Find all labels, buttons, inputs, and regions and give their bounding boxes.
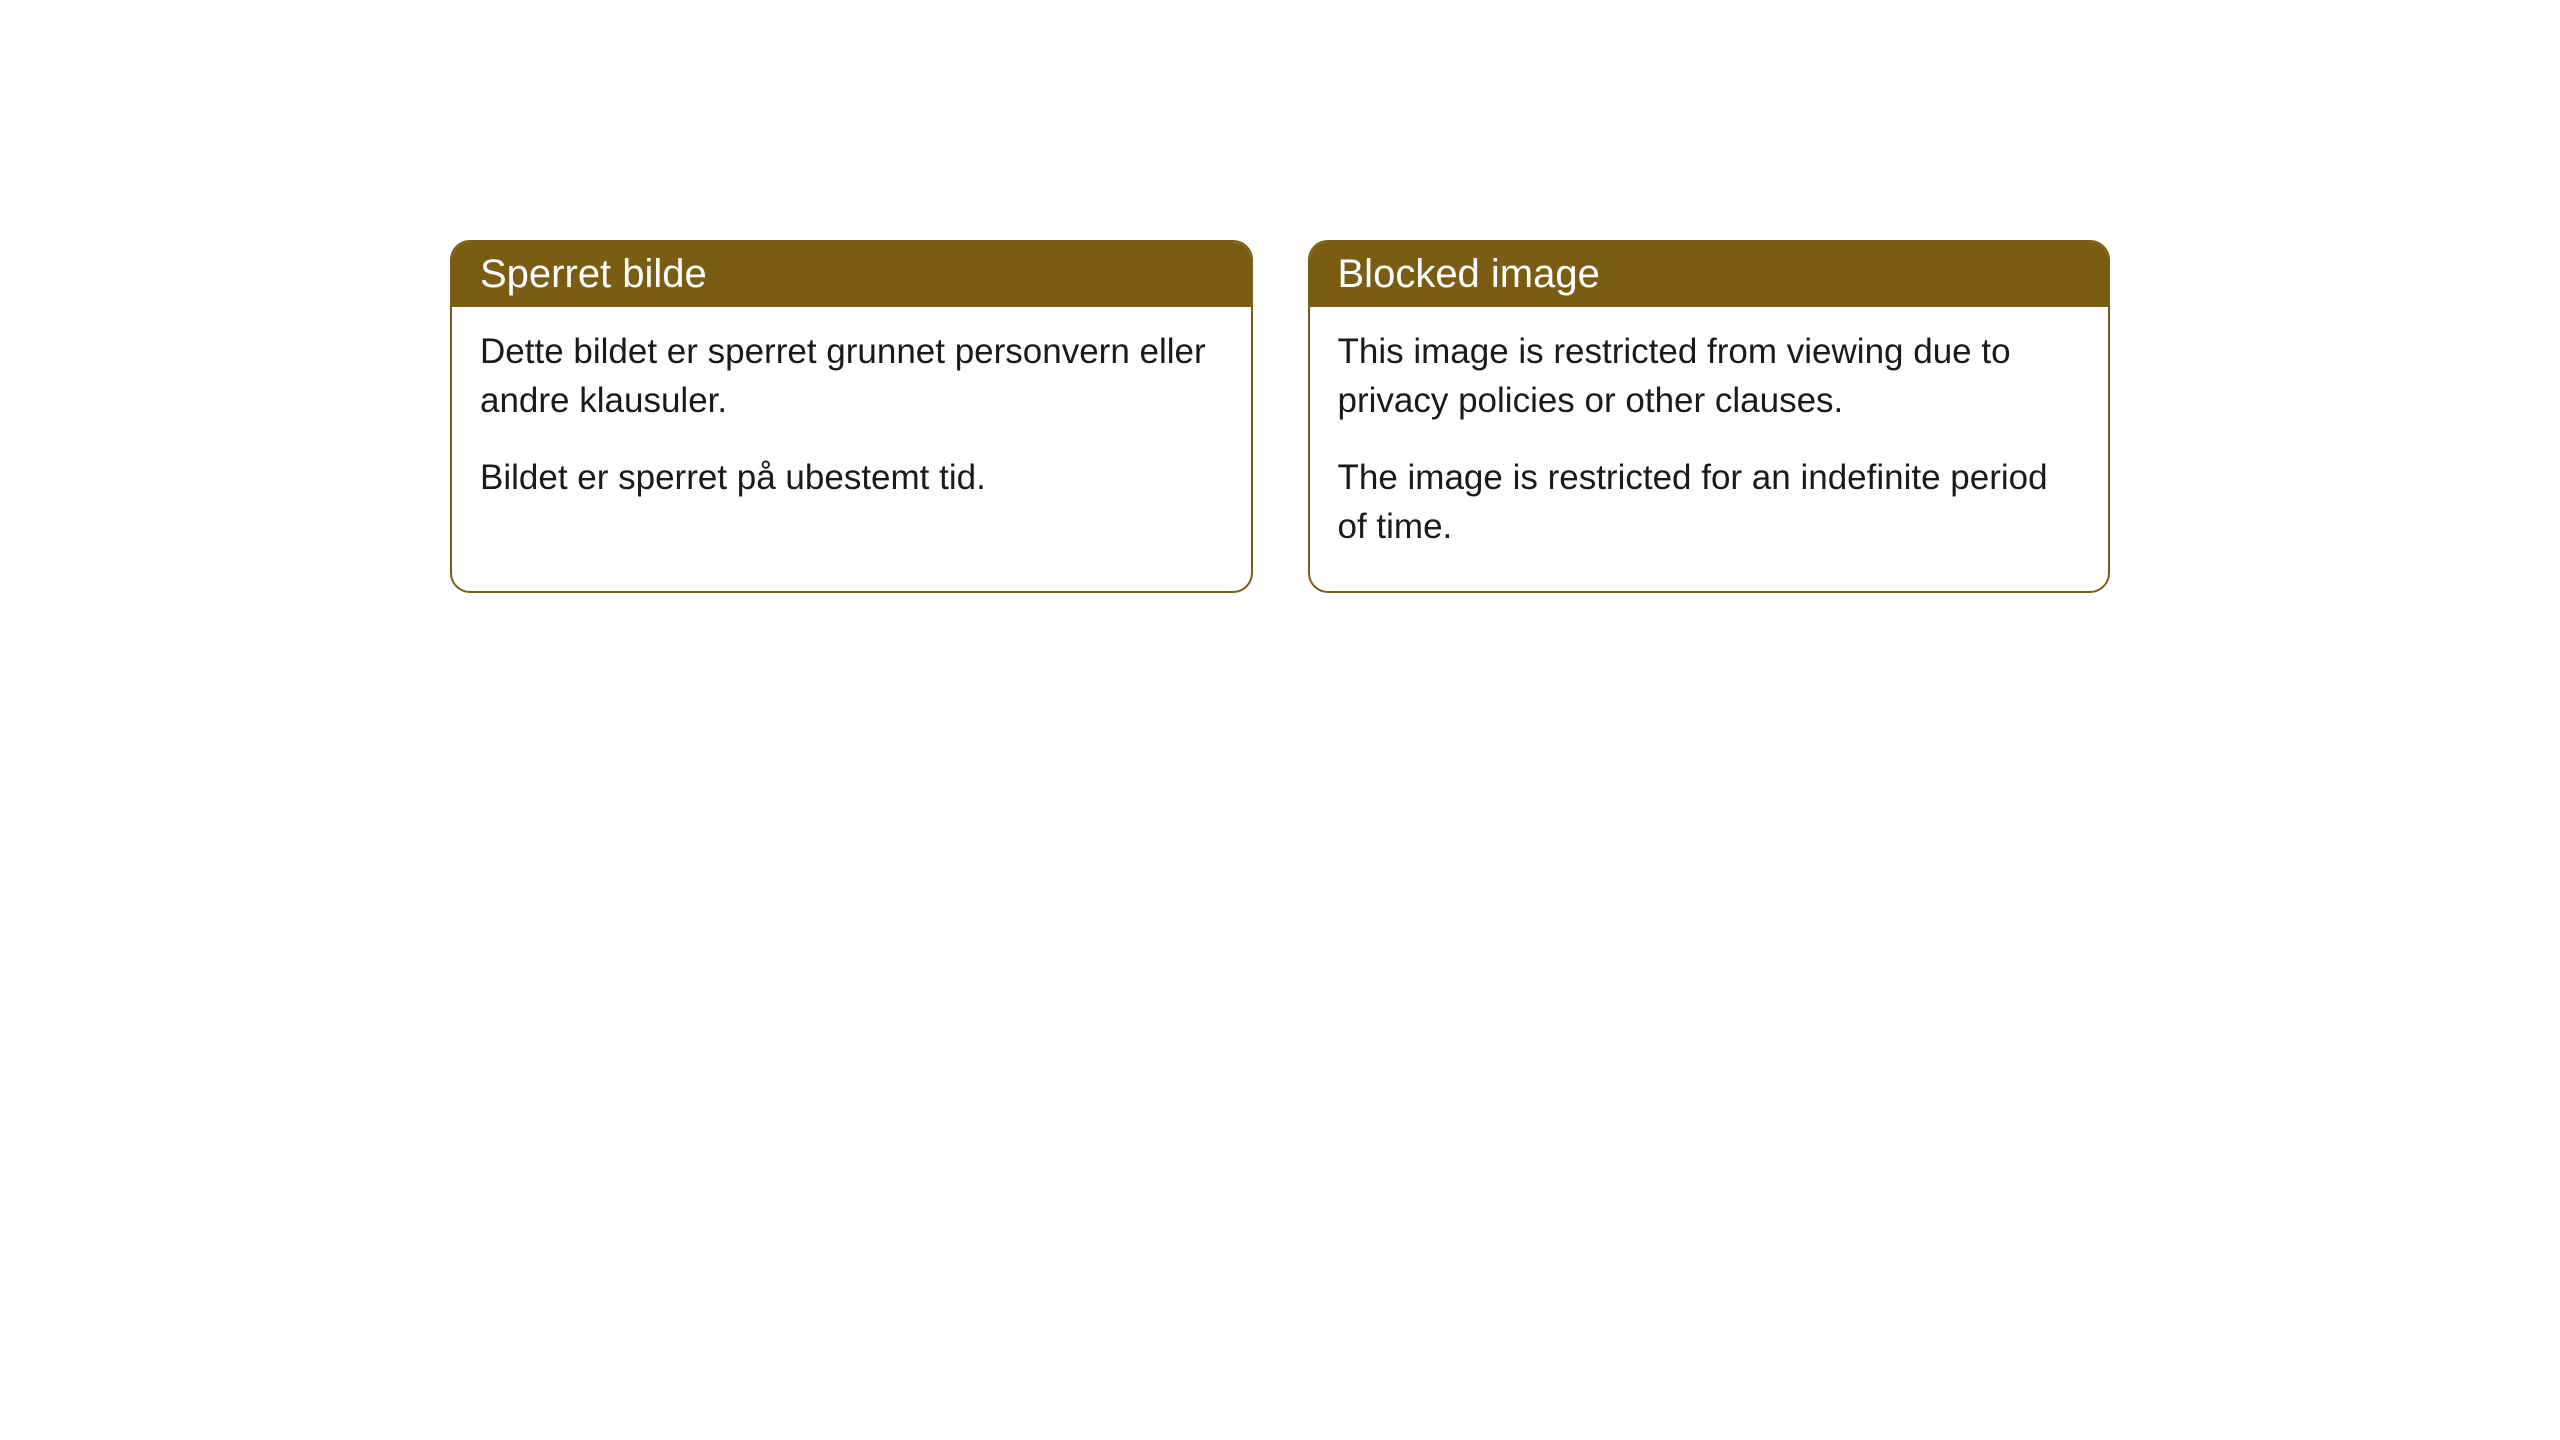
card-title: Blocked image — [1338, 252, 1600, 296]
blocked-image-card-no: Sperret bilde Dette bildet er sperret gr… — [450, 240, 1253, 593]
card-paragraph: This image is restricted from viewing du… — [1338, 327, 2081, 425]
card-paragraph: Bildet er sperret på ubestemt tid. — [480, 453, 1223, 502]
card-paragraph: The image is restricted for an indefinit… — [1338, 453, 2081, 551]
card-paragraph: Dette bildet er sperret grunnet personve… — [480, 327, 1223, 425]
blocked-image-card-en: Blocked image This image is restricted f… — [1308, 240, 2111, 593]
notice-cards-container: Sperret bilde Dette bildet er sperret gr… — [450, 240, 2110, 593]
card-title: Sperret bilde — [480, 252, 707, 296]
card-header: Blocked image — [1310, 242, 2109, 307]
card-body: Dette bildet er sperret grunnet personve… — [452, 307, 1251, 542]
card-header: Sperret bilde — [452, 242, 1251, 307]
card-body: This image is restricted from viewing du… — [1310, 307, 2109, 591]
